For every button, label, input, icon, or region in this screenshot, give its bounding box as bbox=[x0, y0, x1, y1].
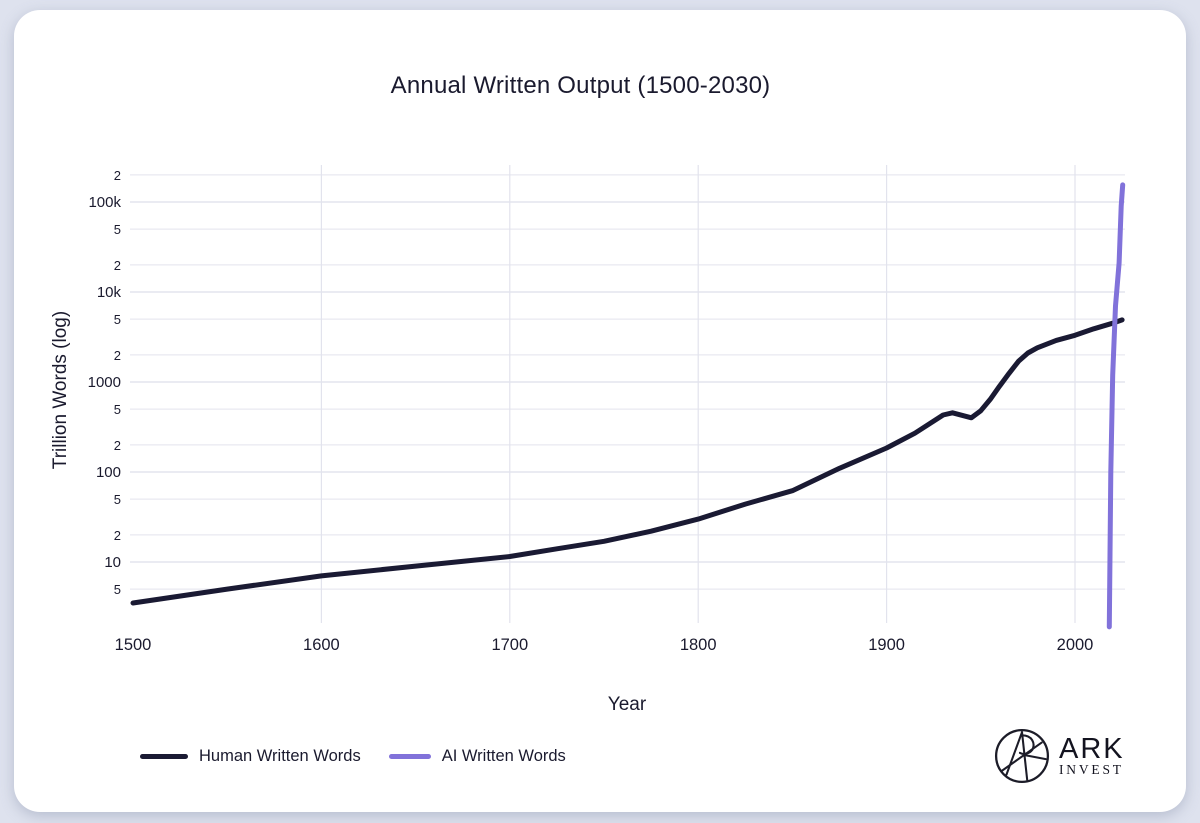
brand-subtitle: INVEST bbox=[1059, 761, 1124, 777]
x-tick-label: 1800 bbox=[680, 636, 717, 654]
y-tick-label: 10 bbox=[104, 554, 121, 571]
legend-swatch-ai bbox=[388, 754, 431, 759]
series-line-ai-written-words bbox=[1106, 182, 1126, 630]
legend-label: AI Written Words bbox=[441, 747, 566, 765]
series-line-human-written-words bbox=[130, 317, 1125, 606]
y-tick-label: 5 bbox=[114, 312, 121, 327]
ark-logo-mark-icon bbox=[994, 728, 1050, 784]
chart-card bbox=[14, 10, 1186, 812]
ark-invest-logo: ARK INVEST bbox=[993, 727, 1125, 785]
y-tick-label: 5 bbox=[114, 492, 121, 507]
y-tick-label: 1000 bbox=[88, 374, 121, 391]
x-tick-label: 1900 bbox=[868, 636, 905, 654]
x-tick-label: 2000 bbox=[1057, 636, 1094, 654]
legend-label: Human Written Words bbox=[199, 747, 361, 765]
brand-name: ARK bbox=[1059, 732, 1125, 765]
x-tick-label: 1500 bbox=[115, 636, 152, 654]
x-axis-label: Year bbox=[607, 694, 647, 715]
legend-item-ai-written-words[interactable]: AI Written Words bbox=[388, 747, 566, 766]
y-tick-label: 2 bbox=[114, 438, 121, 453]
y-tick-label: 5 bbox=[114, 402, 121, 417]
x-tick-label: 1600 bbox=[303, 636, 340, 654]
y-tick-label: 5 bbox=[114, 222, 121, 237]
y-tick-label: 2 bbox=[114, 348, 121, 363]
y-tick-label: 100 bbox=[96, 464, 121, 481]
y-tick-label: 2 bbox=[114, 528, 121, 543]
x-tick-label: 1700 bbox=[491, 636, 528, 654]
legend-item-human-written-words[interactable]: Human Written Words bbox=[140, 747, 361, 766]
ark-logo-text: ARK INVEST bbox=[1059, 732, 1125, 777]
y-tick-label: 2 bbox=[114, 258, 121, 273]
y-tick-label: 5 bbox=[114, 582, 121, 597]
y-tick-label: 100k bbox=[88, 194, 121, 211]
chart-title: Annual Written Output (1500-2030) bbox=[390, 72, 771, 99]
y-tick-label: 2 bbox=[114, 168, 121, 183]
legend-swatch-human bbox=[140, 754, 188, 759]
y-tick-label: 10k bbox=[97, 284, 122, 301]
legend: Human Written Words AI Written Words bbox=[140, 747, 594, 766]
